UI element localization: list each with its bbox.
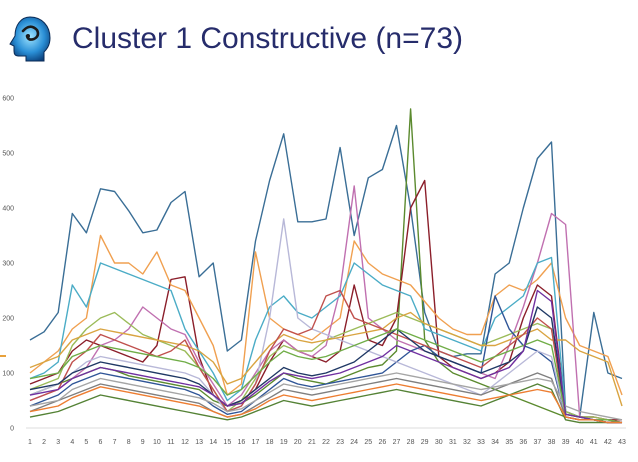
y-tick-label: 100 (2, 371, 14, 378)
series-lines (29, 108, 623, 424)
x-tick-label: 41 (590, 439, 598, 446)
x-tick-label: 34 (491, 439, 499, 446)
x-tick-label: 30 (435, 439, 443, 446)
x-tick-label: 37 (534, 439, 542, 446)
x-tick-label: 9 (141, 439, 145, 446)
x-tick-label: 31 (449, 439, 457, 446)
x-tick-label: 43 (618, 439, 626, 446)
x-tick-label: 11 (167, 439, 174, 446)
y-tick-label: 500 (2, 151, 14, 158)
x-tick-label: 21 (308, 439, 316, 446)
x-tick-label: 13 (195, 439, 203, 446)
y-tick-label: 400 (2, 206, 14, 213)
x-tick-label: 36 (519, 439, 527, 446)
x-tick-label: 40 (576, 439, 584, 446)
x-tick-label: 26 (378, 439, 386, 446)
series-line-4 (29, 234, 623, 396)
x-tick-label: 29 (421, 439, 429, 446)
series-line-15 (29, 372, 623, 421)
series-line-3 (29, 179, 622, 421)
y-tick-label: 0 (10, 426, 14, 433)
x-tick-label: 17 (252, 439, 260, 446)
x-tick-label: 2 (42, 439, 46, 446)
series-line-10 (29, 372, 622, 424)
x-tick-label: 15 (223, 439, 231, 446)
x-tick-label: 33 (477, 439, 485, 446)
series-line-18 (29, 383, 622, 424)
accent-tick (0, 355, 6, 357)
x-tick-label: 20 (294, 439, 302, 446)
head-profile-logo-icon (9, 16, 51, 62)
x-tick-label: 32 (463, 439, 471, 446)
series-line-9 (29, 218, 622, 424)
x-tick-label: 25 (364, 439, 372, 446)
page-title: Cluster 1 Constructive (n=73) (72, 22, 463, 55)
x-tick-label: 6 (99, 439, 103, 446)
series-line-17 (29, 289, 622, 424)
x-tick-label: 24 (350, 439, 358, 446)
series-line-1 (29, 124, 623, 418)
y-tick-label: 200 (2, 316, 14, 323)
x-tick-label: 27 (393, 439, 401, 446)
x-tick-label: 14 (209, 439, 217, 446)
series-line-16 (29, 328, 623, 424)
x-tick-label: 1 (28, 439, 32, 446)
y-tick-label: 300 (2, 261, 14, 268)
x-tick-label: 5 (84, 439, 88, 446)
x-tick-label: 10 (153, 439, 161, 446)
y-axis: 0 100 200 300 400 500 600 (2, 96, 14, 433)
x-tick-label: 22 (322, 439, 330, 446)
x-tick-label: 19 (280, 439, 288, 446)
x-tick-label: 23 (336, 439, 344, 446)
x-tick-label: 38 (548, 439, 556, 446)
x-tick-label: 28 (407, 439, 415, 446)
series-line-6 (29, 256, 623, 424)
x-tick-label: 18 (266, 439, 274, 446)
x-tick-label: 8 (127, 439, 131, 446)
series-line-14 (29, 306, 622, 424)
series-line-12 (29, 289, 622, 424)
x-tick-label: 35 (505, 439, 513, 446)
x-tick-label: 42 (604, 439, 612, 446)
x-tick-label: 7 (113, 439, 117, 446)
y-tick-label: 600 (2, 96, 14, 103)
x-tick-label: 16 (238, 439, 246, 446)
series-line-13 (29, 383, 622, 424)
x-tick-label: 12 (181, 439, 189, 446)
x-tick-label: 39 (562, 439, 570, 446)
x-tick-label: 3 (56, 439, 60, 446)
series-line-5 (29, 185, 623, 424)
x-tick-label: 4 (70, 439, 74, 446)
x-axis: 1 2 3 4 5 6 7 8 9 10 11 12 13 14 15 16 17 18 19 20 21 22 23 24 2… (26, 427, 626, 446)
